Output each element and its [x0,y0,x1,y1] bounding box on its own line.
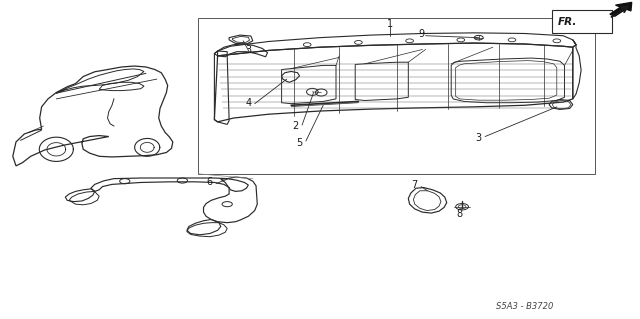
Bar [198,18,595,174]
Bar [552,10,612,33]
Text: 6: 6 [207,177,213,187]
Text: 4: 4 [245,98,252,108]
Text: S5A3 - B3720: S5A3 - B3720 [496,302,554,311]
Text: 8: 8 [456,209,463,219]
FancyArrow shape [610,2,632,16]
Text: 3: 3 [476,133,482,143]
Text: 5: 5 [296,138,303,148]
Text: 9: 9 [418,29,424,40]
Text: 2: 2 [292,121,299,131]
Text: 1: 1 [387,19,394,29]
Text: FR.: FR. [558,17,577,26]
Text: 3: 3 [245,45,252,56]
Text: 7: 7 [412,180,418,190]
